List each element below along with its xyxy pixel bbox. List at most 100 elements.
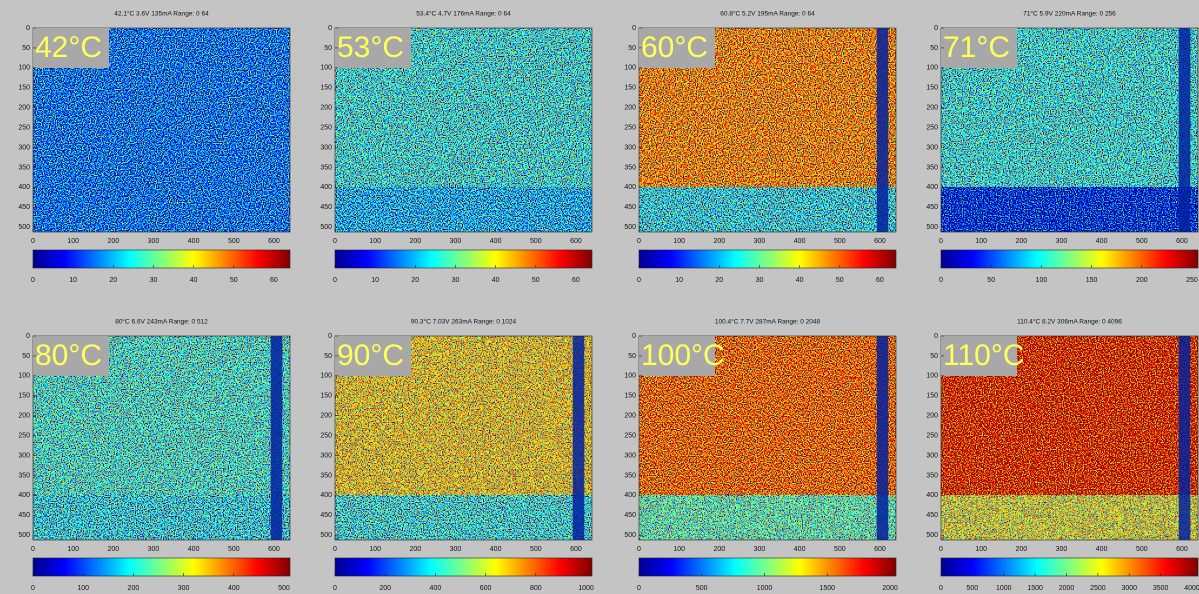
- y-tick-label: 400: [320, 492, 332, 499]
- colorbar-tick-label: 250: [1186, 277, 1198, 284]
- x-tick-label: 300: [754, 238, 766, 245]
- x-tick-label: 300: [148, 546, 160, 553]
- colorbar-tick-label: 800: [530, 585, 542, 592]
- x-tick-label: 600: [1176, 238, 1188, 245]
- colorbar-tick-label: 150: [1086, 277, 1098, 284]
- y-tick-label: 50: [22, 45, 30, 52]
- colorbar-tick-label: 50: [836, 277, 844, 284]
- colorbar-tick-label: 10: [675, 277, 683, 284]
- panel-title: 80°C 6.6V 243mA Range: 0 512: [115, 318, 208, 326]
- colorbar-tick-label: 30: [756, 277, 764, 284]
- image-strip: [335, 187, 592, 232]
- y-tick-label: 50: [930, 45, 938, 52]
- y-tick-label: 350: [18, 472, 30, 479]
- x-tick-label: 400: [490, 546, 502, 553]
- y-tick-label: 450: [926, 204, 938, 211]
- y-tick-label: 450: [926, 512, 938, 519]
- temp-label-box: [941, 28, 1017, 68]
- image-strip: [941, 495, 1198, 540]
- y-tick-label: 0: [328, 25, 332, 32]
- image-edge: [1178, 28, 1191, 232]
- image-strip: [639, 187, 896, 232]
- colorbar-tick-label: 500: [278, 585, 290, 592]
- temp-label: 71°C: [943, 31, 1010, 64]
- panel-title: 110.4°C 8.2V 306mA Range: 0 4096: [1017, 318, 1122, 326]
- y-tick-label: 500: [926, 532, 938, 539]
- x-tick-label: 0: [637, 546, 641, 553]
- y-tick-label: 300: [624, 452, 636, 459]
- y-tick-label: 200: [18, 413, 30, 420]
- y-tick-label: 100: [320, 65, 332, 72]
- y-tick-label: 200: [320, 413, 332, 420]
- x-tick-label: 600: [570, 546, 582, 553]
- x-tick-label: 200: [713, 238, 725, 245]
- colorbar-tick-label: 3500: [1153, 585, 1169, 592]
- image-frame: [334, 27, 593, 233]
- y-tick-label: 500: [18, 532, 30, 539]
- x-tick-label: 0: [939, 546, 943, 553]
- colorbar-tick-label: 20: [715, 277, 723, 284]
- y-tick-label: 500: [624, 224, 636, 231]
- x-tick-label: 400: [188, 238, 200, 245]
- y-tick-label: 350: [926, 472, 938, 479]
- colorbar: [638, 249, 897, 269]
- y-tick-label: 350: [624, 472, 636, 479]
- y-tick-label: 50: [22, 353, 30, 360]
- x-tick-label: 100: [369, 546, 381, 553]
- y-tick-label: 0: [26, 25, 30, 32]
- y-tick-label: 250: [624, 432, 636, 439]
- panel-title: 53.4°C 4.7V 176mA Range: 0 64: [416, 10, 511, 18]
- colorbar-tick-label: 0: [637, 277, 641, 284]
- y-tick-label: 100: [624, 373, 636, 380]
- temp-label: 80°C: [35, 339, 102, 372]
- image-frame: [940, 335, 1199, 541]
- colorbar-tick-label: 400: [228, 585, 240, 592]
- y-tick-label: 50: [930, 353, 938, 360]
- x-tick-label: 600: [268, 546, 280, 553]
- y-tick-label: 150: [18, 393, 30, 400]
- x-tick-label: 200: [409, 238, 421, 245]
- y-tick-label: 150: [624, 85, 636, 92]
- colorbar-tick-label: 200: [128, 585, 140, 592]
- temp-label-box: [335, 28, 411, 68]
- colorbar-tick-label: 20: [109, 277, 117, 284]
- y-tick-label: 400: [624, 184, 636, 191]
- y-tick-label: 450: [320, 512, 332, 519]
- panel-title: 90.3°C 7.03V 263mA Range: 0 1024: [411, 318, 517, 326]
- colorbar-tick-label: 50: [230, 277, 238, 284]
- y-tick-label: 300: [926, 452, 938, 459]
- colorbar-tick-label: 10: [69, 277, 77, 284]
- colorbar-tick-label: 60: [270, 277, 278, 284]
- y-tick-label: 300: [926, 144, 938, 151]
- y-tick-label: 100: [18, 65, 30, 72]
- y-tick-label: 500: [926, 224, 938, 231]
- x-tick-label: 300: [1056, 238, 1068, 245]
- colorbar-tick-label: 600: [480, 585, 492, 592]
- x-tick-label: 100: [673, 546, 685, 553]
- panel-title: 42.1°C 3.6V 135mA Range: 0 64: [114, 10, 209, 18]
- image-edge: [876, 28, 889, 232]
- y-tick-label: 50: [324, 353, 332, 360]
- y-tick-label: 0: [632, 25, 636, 32]
- x-tick-label: 200: [107, 238, 119, 245]
- x-tick-label: 500: [530, 546, 542, 553]
- y-tick-label: 250: [926, 432, 938, 439]
- colorbar-tick-label: 2500: [1090, 585, 1106, 592]
- y-tick-label: 350: [320, 472, 332, 479]
- y-tick-label: 0: [632, 333, 636, 340]
- colorbar-tick-label: 2000: [1059, 585, 1075, 592]
- colorbar-tick-label: 40: [796, 277, 804, 284]
- y-tick-label: 150: [926, 85, 938, 92]
- y-tick-label: 400: [320, 184, 332, 191]
- colorbar-tick-label: 0: [333, 277, 337, 284]
- colorbar-tick-label: 30: [150, 277, 158, 284]
- y-tick-label: 450: [18, 512, 30, 519]
- y-tick-label: 100: [18, 373, 30, 380]
- y-tick-label: 50: [628, 45, 636, 52]
- image-edge: [572, 336, 585, 540]
- colorbar-tick-label: 1500: [819, 585, 835, 592]
- y-tick-label: 350: [18, 164, 30, 171]
- y-tick-label: 450: [624, 512, 636, 519]
- x-tick-label: 500: [530, 238, 542, 245]
